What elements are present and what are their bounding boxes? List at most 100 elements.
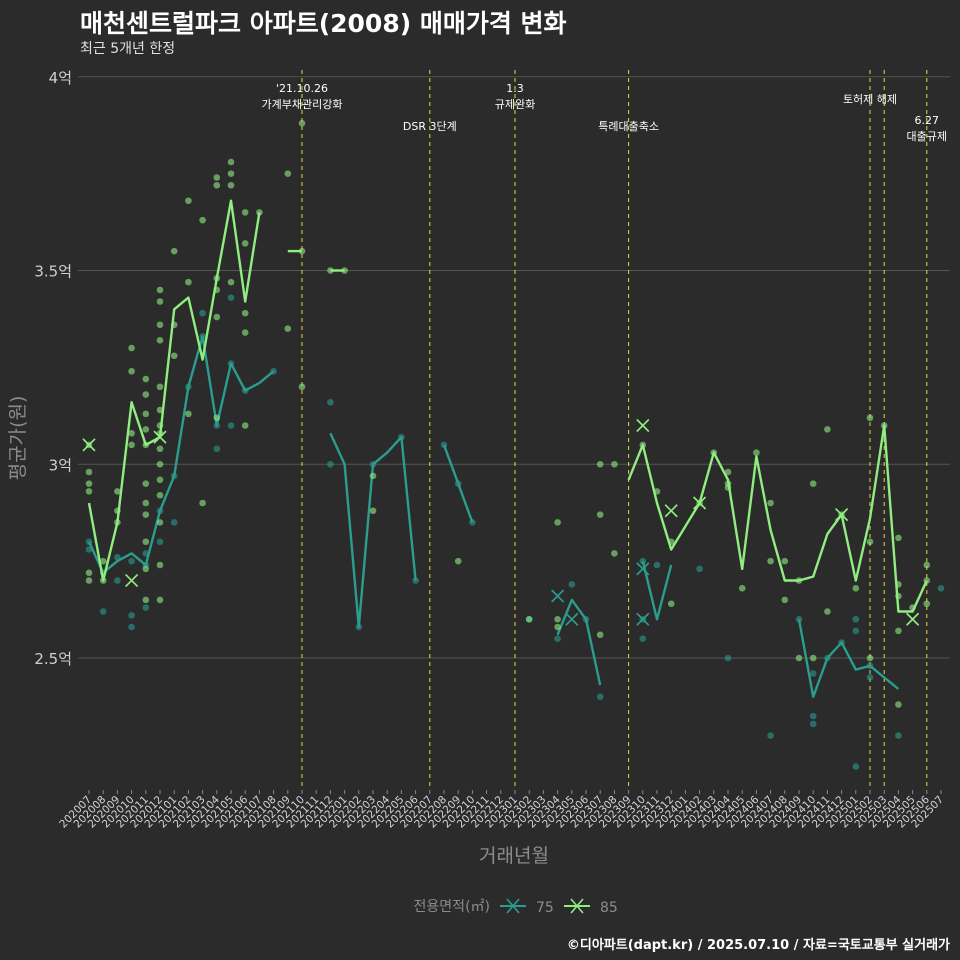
event-label: 대출규제 [907,130,947,143]
series-line [556,598,602,686]
data-point [866,538,874,546]
data-point [156,336,164,344]
data-point [227,181,235,189]
data-point [85,468,93,476]
data-point [142,565,150,573]
data-point [824,426,831,433]
data-point [327,398,334,406]
event-label: 특례대출축소 [598,120,659,133]
series-line [87,335,275,574]
data-point [895,701,902,708]
data-point [156,519,164,526]
event-label: DSR 3단계 [403,120,457,133]
data-point [227,170,235,177]
x-marker [835,508,849,522]
data-point [142,511,150,518]
x-marker [636,418,650,433]
event-label: 1.3 [506,82,524,95]
data-point [852,615,860,623]
data-point [781,557,789,565]
data-point [142,499,150,507]
x-marker [565,612,579,626]
data-point [596,511,604,518]
data-point [241,422,249,429]
series-group [82,119,945,770]
event-label: '21.10.26 [276,82,328,95]
data-point [241,309,249,317]
data-point [298,383,306,391]
y-axis-label: 평균가(원) [7,396,29,481]
data-point [767,499,774,507]
data-point [667,600,675,608]
x-marker [693,496,707,510]
series-line [797,619,900,698]
data-point [554,623,561,631]
series-line [627,424,928,613]
data-point [156,491,164,499]
data-point [809,654,817,662]
event-label: 6.27 [915,114,940,127]
data-point [213,181,221,189]
data-point [156,476,164,484]
data-point [852,763,860,770]
data-point [596,460,604,468]
data-point [99,557,107,565]
data-point [128,623,135,631]
event-label: 토허제 해제 [843,92,897,106]
x-marker [636,562,650,576]
data-point [156,460,164,468]
data-point [795,654,803,662]
data-point [809,712,817,720]
data-point [298,119,306,127]
data-point [866,654,874,662]
data-point [895,732,902,739]
legend-title: 전용면적(㎡) [414,899,490,915]
data-point [781,596,789,604]
x-axis-label: 거래년월 [479,845,549,867]
data-point [554,519,561,526]
data-point [809,480,817,487]
data-point [185,410,192,418]
x-marker [551,589,565,603]
data-point [724,654,732,662]
data-point [199,499,206,507]
data-point [142,596,150,604]
data-point [241,329,249,336]
data-point [554,615,561,623]
data-point [454,557,462,565]
data-point [99,608,107,615]
data-point [170,247,178,255]
data-point [128,429,135,437]
chart-subtitle: 최근 5개년 한정 [80,41,176,57]
data-point [128,557,135,565]
series-line [641,560,673,621]
y-tick-label: 3억 [49,456,72,474]
data-point [213,414,221,422]
data-point [596,693,604,701]
y-tick-label: 3.5억 [34,263,72,281]
x-axis-ticks: 2020072020082020092020102020112020122021… [57,790,946,830]
x-marker [125,573,139,588]
data-point [724,468,732,476]
data-point [611,550,618,557]
x-marker [636,612,650,626]
chart-title: 매천센트럴파크 아파트(2008) 매매가격 변화 [80,9,567,38]
data-point [85,577,93,584]
y-tick-label: 4억 [49,69,72,87]
y-axis-ticks: 2.5억 3억 3.5억 4억 [34,69,72,668]
data-point [156,538,164,546]
data-point [639,635,647,642]
data-point [341,267,348,274]
data-point [412,577,419,584]
legend-entry-75: 75 [500,898,554,916]
event-label: 규제완화 [495,98,535,111]
data-point [156,445,164,453]
data-point [227,158,235,166]
data-point [923,561,931,569]
data-point [753,449,760,456]
data-point [738,584,746,592]
data-point [85,488,93,495]
series-75 [85,294,945,770]
data-point [895,534,902,542]
event-label: 가계부채관리강화 [262,98,343,111]
